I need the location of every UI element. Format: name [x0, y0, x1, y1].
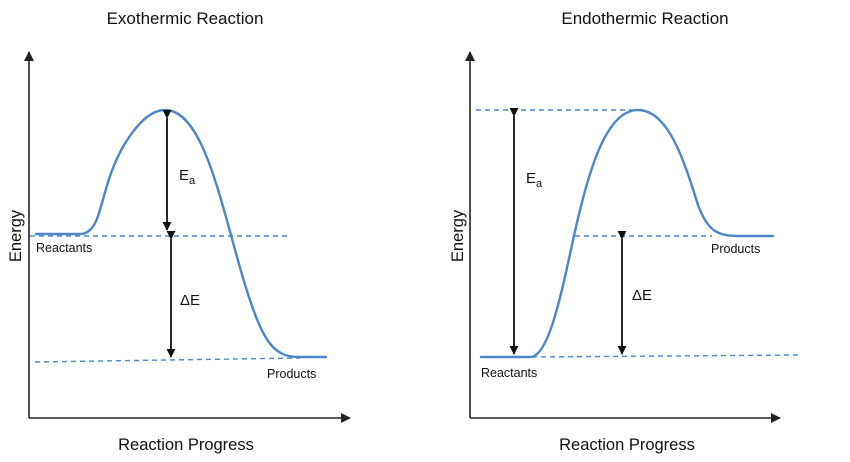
delta-energy-label: ΔE — [632, 287, 652, 304]
products-level-line — [34, 357, 301, 363]
endothermic-panel: Endothermic Reaction Energy Reaction Pro… — [449, 9, 801, 454]
activation-energy-label: Ea — [526, 170, 543, 190]
y-axis-label: Energy — [7, 209, 25, 262]
y-axis-label: Energy — [449, 209, 467, 262]
activation-energy-label: Ea — [179, 167, 196, 187]
delta-energy-label: ΔE — [180, 292, 200, 309]
products-label: Products — [711, 242, 760, 256]
panel-title: Exothermic Reaction — [107, 9, 264, 28]
panel-title: Endothermic Reaction — [561, 9, 728, 28]
x-axis-label: Reaction Progress — [118, 436, 254, 454]
exothermic-panel: Exothermic Reaction Energy Reaction Prog… — [7, 9, 351, 454]
products-label: Products — [267, 367, 316, 381]
reactants-label: Reactants — [481, 366, 537, 380]
x-axis-label: Reaction Progress — [559, 436, 695, 454]
energy-curve — [34, 108, 328, 359]
energy-curve — [479, 108, 775, 359]
reactants-label: Reactants — [36, 241, 92, 255]
reactants-level-line — [531, 354, 801, 358]
